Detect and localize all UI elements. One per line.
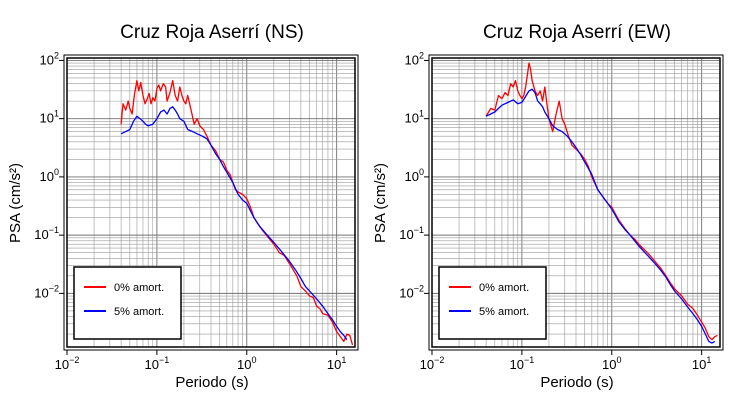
x-tick-label: 10−2 <box>420 355 445 372</box>
legend-box <box>438 266 547 340</box>
x-tick-label: 10−2 <box>55 355 80 372</box>
x-axis-label: Periodo (s) <box>175 374 248 391</box>
series-line-undamped <box>120 79 354 346</box>
frame-outer <box>428 54 724 351</box>
legend-label: 0% amort. <box>114 282 164 294</box>
x-tick-label: 100 <box>602 355 621 372</box>
legend-label: 0% amort. <box>479 282 529 294</box>
legend-label: 5% amort. <box>114 306 164 318</box>
chart-title: Cruz Roja Aserrí (NS) <box>120 22 304 43</box>
x-tick-label: 10−1 <box>145 355 170 372</box>
chart-title: Cruz Roja Aserrí (EW) <box>483 22 671 43</box>
x-tick-label: 100 <box>237 355 256 372</box>
y-tick-label: 101 <box>40 109 59 126</box>
y-tick-label: 10−2 <box>34 283 59 300</box>
y-tick-label: 100 <box>405 167 424 184</box>
series-group <box>120 79 354 346</box>
legend-label: 5% amort. <box>479 306 529 318</box>
grid <box>431 58 720 347</box>
series-line-damped <box>485 88 716 344</box>
chart-ns-svg: Cruz Roja Aserrí (NS) Periodo (s) PSA (c… <box>7 22 359 391</box>
chart-ns: Cruz Roja Aserrí (NS) Periodo (s) PSA (c… <box>7 22 359 391</box>
y-tick-label: 102 <box>405 50 424 67</box>
y-tick-label: 100 <box>40 167 59 184</box>
x-tick-label: 101 <box>692 355 711 372</box>
legend: 0% amort. 5% amort. <box>73 266 182 340</box>
y-tick-label: 10−1 <box>34 225 59 242</box>
frame-inner <box>66 57 356 348</box>
frame-outer <box>63 54 359 351</box>
y-tick-label: 10−1 <box>399 225 424 242</box>
series-group <box>485 62 718 344</box>
y-tick-label: 101 <box>405 109 424 126</box>
x-axis-label: Periodo (s) <box>540 374 613 391</box>
series-line-undamped <box>485 62 718 341</box>
y-axis-label: PSA (cm/s²) <box>7 163 24 243</box>
chart-ew-svg: Cruz Roja Aserrí (EW) Periodo (s) PSA (c… <box>372 22 724 391</box>
chart-ew: Cruz Roja Aserrí (EW) Periodo (s) PSA (c… <box>365 0 730 400</box>
frame-inner <box>431 57 721 348</box>
x-tick-label: 101 <box>327 355 346 372</box>
series-line-damped <box>120 106 348 341</box>
legend-box <box>73 266 182 340</box>
y-axis-label: PSA (cm/s²) <box>372 163 389 243</box>
y-tick-label: 102 <box>40 50 59 67</box>
y-tick-label: 10−2 <box>399 283 424 300</box>
x-tick-label: 10−1 <box>510 355 535 372</box>
legend: 0% amort. 5% amort. <box>438 266 547 340</box>
grid <box>66 58 355 347</box>
